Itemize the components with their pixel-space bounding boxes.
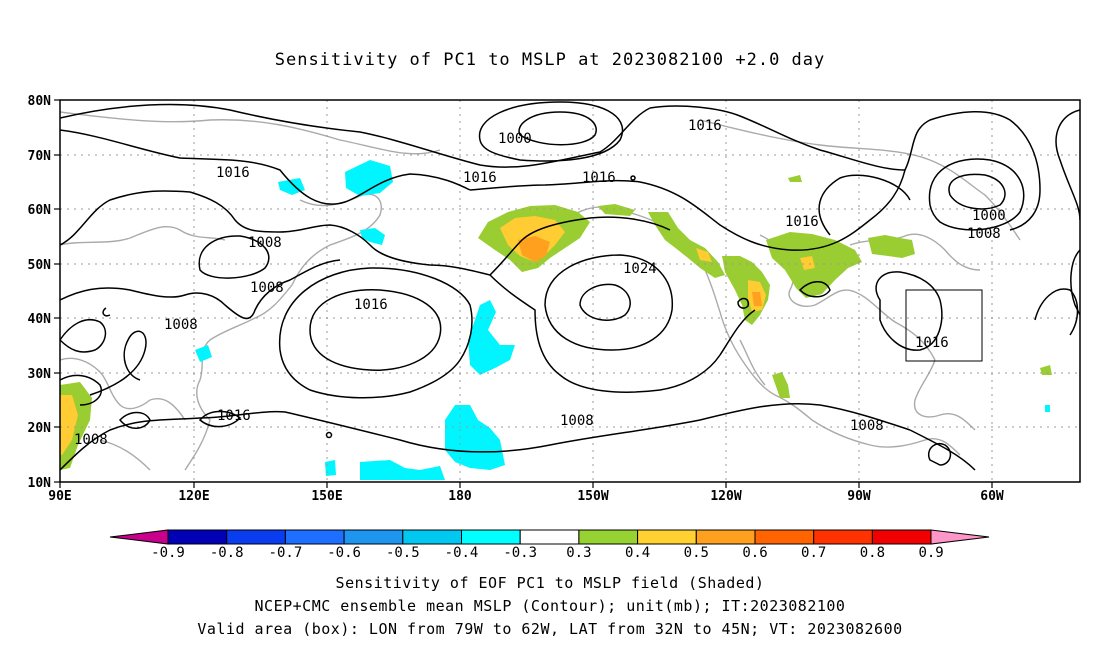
colorbar-label: 0.3 bbox=[566, 545, 591, 561]
colorbar-swatch bbox=[578, 529, 639, 545]
lon-label: 90E bbox=[48, 489, 71, 504]
map-title: Sensitivity of PC1 to MSLP at 2023082100… bbox=[274, 50, 826, 70]
lat-lon-grid bbox=[60, 100, 1080, 482]
colorbar-label: -0.3 bbox=[503, 545, 537, 561]
colorbar-swatch bbox=[461, 529, 521, 545]
caption-valid-area: Valid area (box): LON from 79W to 62W, L… bbox=[197, 620, 903, 638]
lon-label: 150W bbox=[577, 489, 608, 504]
lon-label: 120E bbox=[178, 489, 209, 504]
positive-sensitivity-strong bbox=[518, 236, 762, 306]
lat-label: 80N bbox=[28, 94, 52, 109]
colorbar-label: -0.6 bbox=[327, 545, 361, 561]
lat-label: 60N bbox=[28, 203, 52, 218]
colorbar-label: 0.9 bbox=[918, 545, 943, 561]
colorbar-label: 0.7 bbox=[801, 545, 826, 561]
latitude-labels: 80N 70N 60N 50N 40N 30N 20N 10N bbox=[28, 94, 52, 491]
lat-label: 70N bbox=[28, 149, 52, 164]
contour-label: 1016 bbox=[463, 170, 497, 186]
colorbar-swatch bbox=[343, 529, 404, 545]
negative-sensitivity-regions bbox=[195, 160, 1050, 480]
contour-label: 1008 bbox=[164, 317, 198, 333]
contour-label: 1008 bbox=[560, 413, 594, 429]
longitude-labels: 90E 120E 150E 180 150W 120W 90W 60W bbox=[48, 489, 1004, 504]
colorbar-label: 0.4 bbox=[625, 545, 650, 561]
caption-shading: Sensitivity of EOF PC1 to MSLP field (Sh… bbox=[335, 574, 765, 592]
contour-label: 1016 bbox=[216, 165, 250, 181]
colorbar-label: 0.8 bbox=[860, 545, 885, 561]
axis-ticks bbox=[54, 99, 993, 488]
contour-label: 1008 bbox=[967, 226, 1001, 242]
lat-label: 20N bbox=[28, 421, 52, 436]
contour-label: 1008 bbox=[74, 432, 108, 448]
contour-labels: 1000 1016 1016 1016 1016 1008 1008 1008 … bbox=[74, 118, 1006, 448]
contour-label: 1008 bbox=[248, 235, 282, 251]
colorbar-label: -0.4 bbox=[445, 545, 479, 561]
colorbar-swatch bbox=[402, 529, 462, 545]
map-frame bbox=[59, 99, 1081, 483]
colorbar-label: 0.6 bbox=[742, 545, 767, 561]
contour-label: 1016 bbox=[354, 297, 388, 313]
mslp-contours bbox=[60, 101, 1080, 471]
lat-label: 40N bbox=[28, 312, 52, 327]
lon-label: 180 bbox=[448, 489, 472, 504]
contour-label: 1016 bbox=[688, 118, 722, 134]
lon-label: 60W bbox=[980, 489, 1004, 504]
colorbar-swatch bbox=[284, 529, 345, 545]
colorbar-label: -0.5 bbox=[386, 545, 420, 561]
lon-label: 150E bbox=[311, 489, 342, 504]
colorbar-label: -0.8 bbox=[210, 545, 244, 561]
colorbar-low-end bbox=[109, 529, 169, 545]
lat-label: 30N bbox=[28, 367, 52, 382]
contour-label: 1016 bbox=[217, 408, 251, 424]
colorbar-swatch bbox=[813, 529, 873, 545]
contour-label: 1016 bbox=[582, 170, 616, 186]
contour-label: 1016 bbox=[785, 214, 819, 230]
lat-label: 50N bbox=[28, 258, 52, 273]
contour-label: 1008 bbox=[250, 280, 284, 296]
colorbar-swatch bbox=[637, 529, 697, 545]
colorbar-swatch bbox=[871, 529, 932, 545]
colorbar-label: -0.9 bbox=[151, 545, 185, 561]
colorbar-swatch bbox=[695, 529, 756, 545]
colorbar-label: 0.5 bbox=[684, 545, 709, 561]
contour-label: 1000 bbox=[498, 131, 532, 147]
lat-label: 10N bbox=[28, 476, 52, 491]
colorbar-swatch bbox=[519, 529, 580, 545]
lon-label: 120W bbox=[710, 489, 741, 504]
contour-label: 1008 bbox=[850, 418, 884, 434]
contour-label: 1016 bbox=[915, 335, 949, 351]
colorbar-swatch bbox=[167, 529, 228, 545]
colorbar-label: -0.7 bbox=[269, 545, 303, 561]
valid-area-box bbox=[905, 289, 983, 362]
caption-contour: NCEP+CMC ensemble mean MSLP (Contour); u… bbox=[254, 597, 846, 615]
colorbar: -0.9 -0.8 -0.7 -0.6 -0.5 -0.4 -0.3 0.3 0.4 0.5 0.6… bbox=[109, 529, 990, 561]
contour-label: 1024 bbox=[623, 261, 657, 277]
colorbar-high-end bbox=[930, 529, 990, 545]
colorbar-swatch bbox=[226, 529, 286, 545]
contour-label: 1000 bbox=[972, 208, 1006, 224]
lon-label: 90W bbox=[847, 489, 871, 504]
colorbar-swatch bbox=[754, 529, 815, 545]
